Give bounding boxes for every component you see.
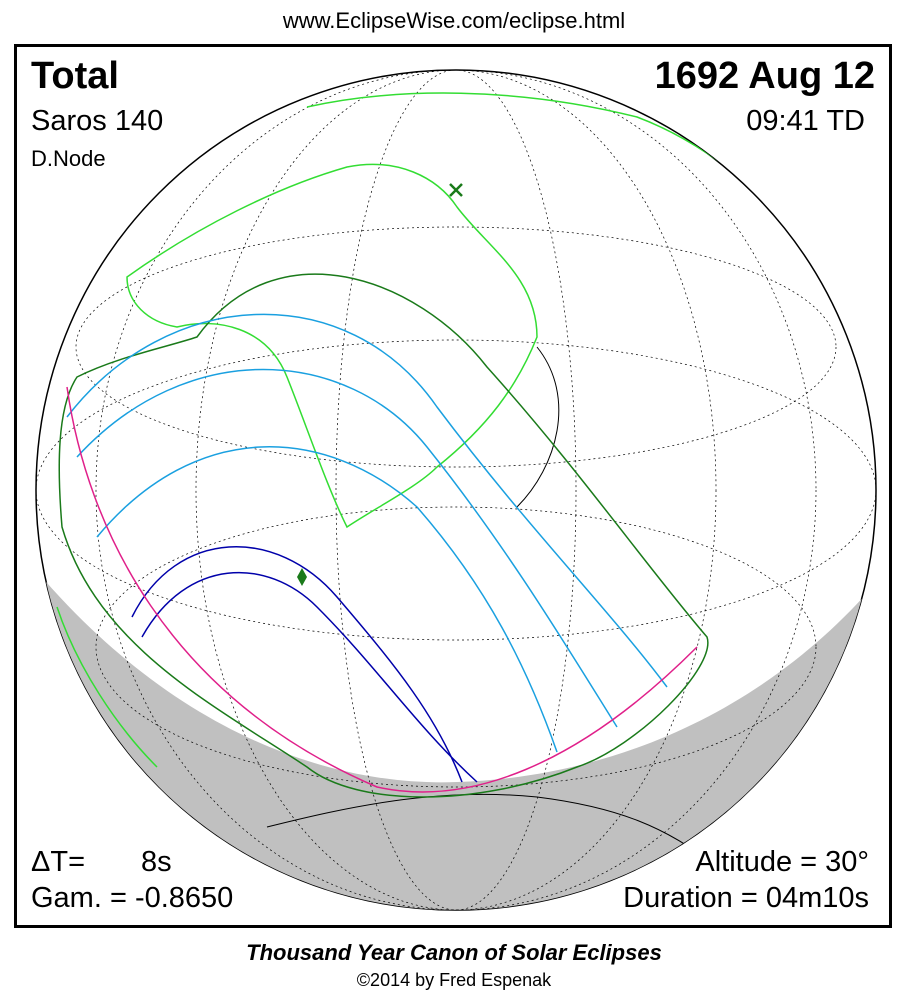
eclipse-date: 1692 Aug 12 (654, 55, 875, 97)
globe-content (36, 70, 876, 910)
night-region (36, 547, 876, 910)
greatest-eclipse (297, 568, 307, 586)
time: 09:41 TD (746, 105, 865, 137)
umbra-path (131, 546, 478, 783)
url: www.EclipseWise.com/eclipse.html (282, 8, 626, 33)
penumbra-limit (58, 273, 709, 798)
sunrise-line (66, 386, 698, 793)
delta-t-label: ΔT= (31, 846, 86, 878)
duration: Duration = 04m10s (623, 882, 869, 914)
footer-credit: ©2014 by Fred Espenak (356, 970, 552, 990)
node: D.Node (31, 146, 106, 171)
map-frame: Total 1692 Aug 12 Saros 140 09:41 TD D.N… (14, 44, 892, 928)
altitude: Altitude = 30° (695, 846, 869, 878)
subsolar-point (449, 183, 463, 197)
saros: Saros 140 (31, 105, 164, 137)
coast-outline (266, 346, 718, 868)
eclipse-type: Total (31, 55, 119, 97)
graticule (36, 70, 876, 910)
partial-lines (66, 313, 668, 753)
globe-map (35, 69, 877, 911)
gamma: Gam. = -0.8650 (31, 882, 234, 914)
footer-title: Thousand Year Canon of Solar Eclipses (246, 940, 662, 965)
delta-t-value: 8s (141, 846, 172, 878)
